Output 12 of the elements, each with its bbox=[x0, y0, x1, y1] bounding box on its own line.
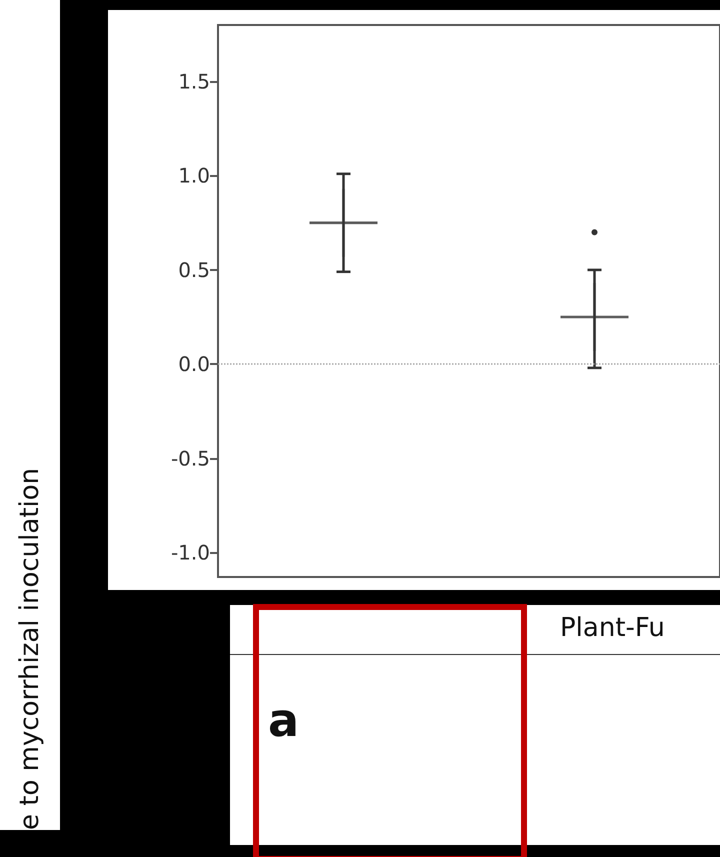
y-tick-label: 0.5 bbox=[178, 258, 210, 282]
y-tick-label: -1.0 bbox=[170, 540, 210, 565]
text: Plant-Fu bbox=[560, 613, 665, 643]
point bbox=[592, 229, 598, 236]
point bbox=[310, 188, 378, 257]
point bbox=[560, 283, 628, 352]
y-tick-label: 0.0 bbox=[178, 352, 210, 376]
y-tick-label: 1.5 bbox=[178, 70, 210, 94]
y-axis-title: e to mycorrhizal inoculation bbox=[15, 468, 45, 830]
y-tick-label: -0.5 bbox=[170, 446, 210, 470]
text: a bbox=[268, 693, 300, 747]
y-tick-label: 1.0 bbox=[178, 164, 210, 188]
